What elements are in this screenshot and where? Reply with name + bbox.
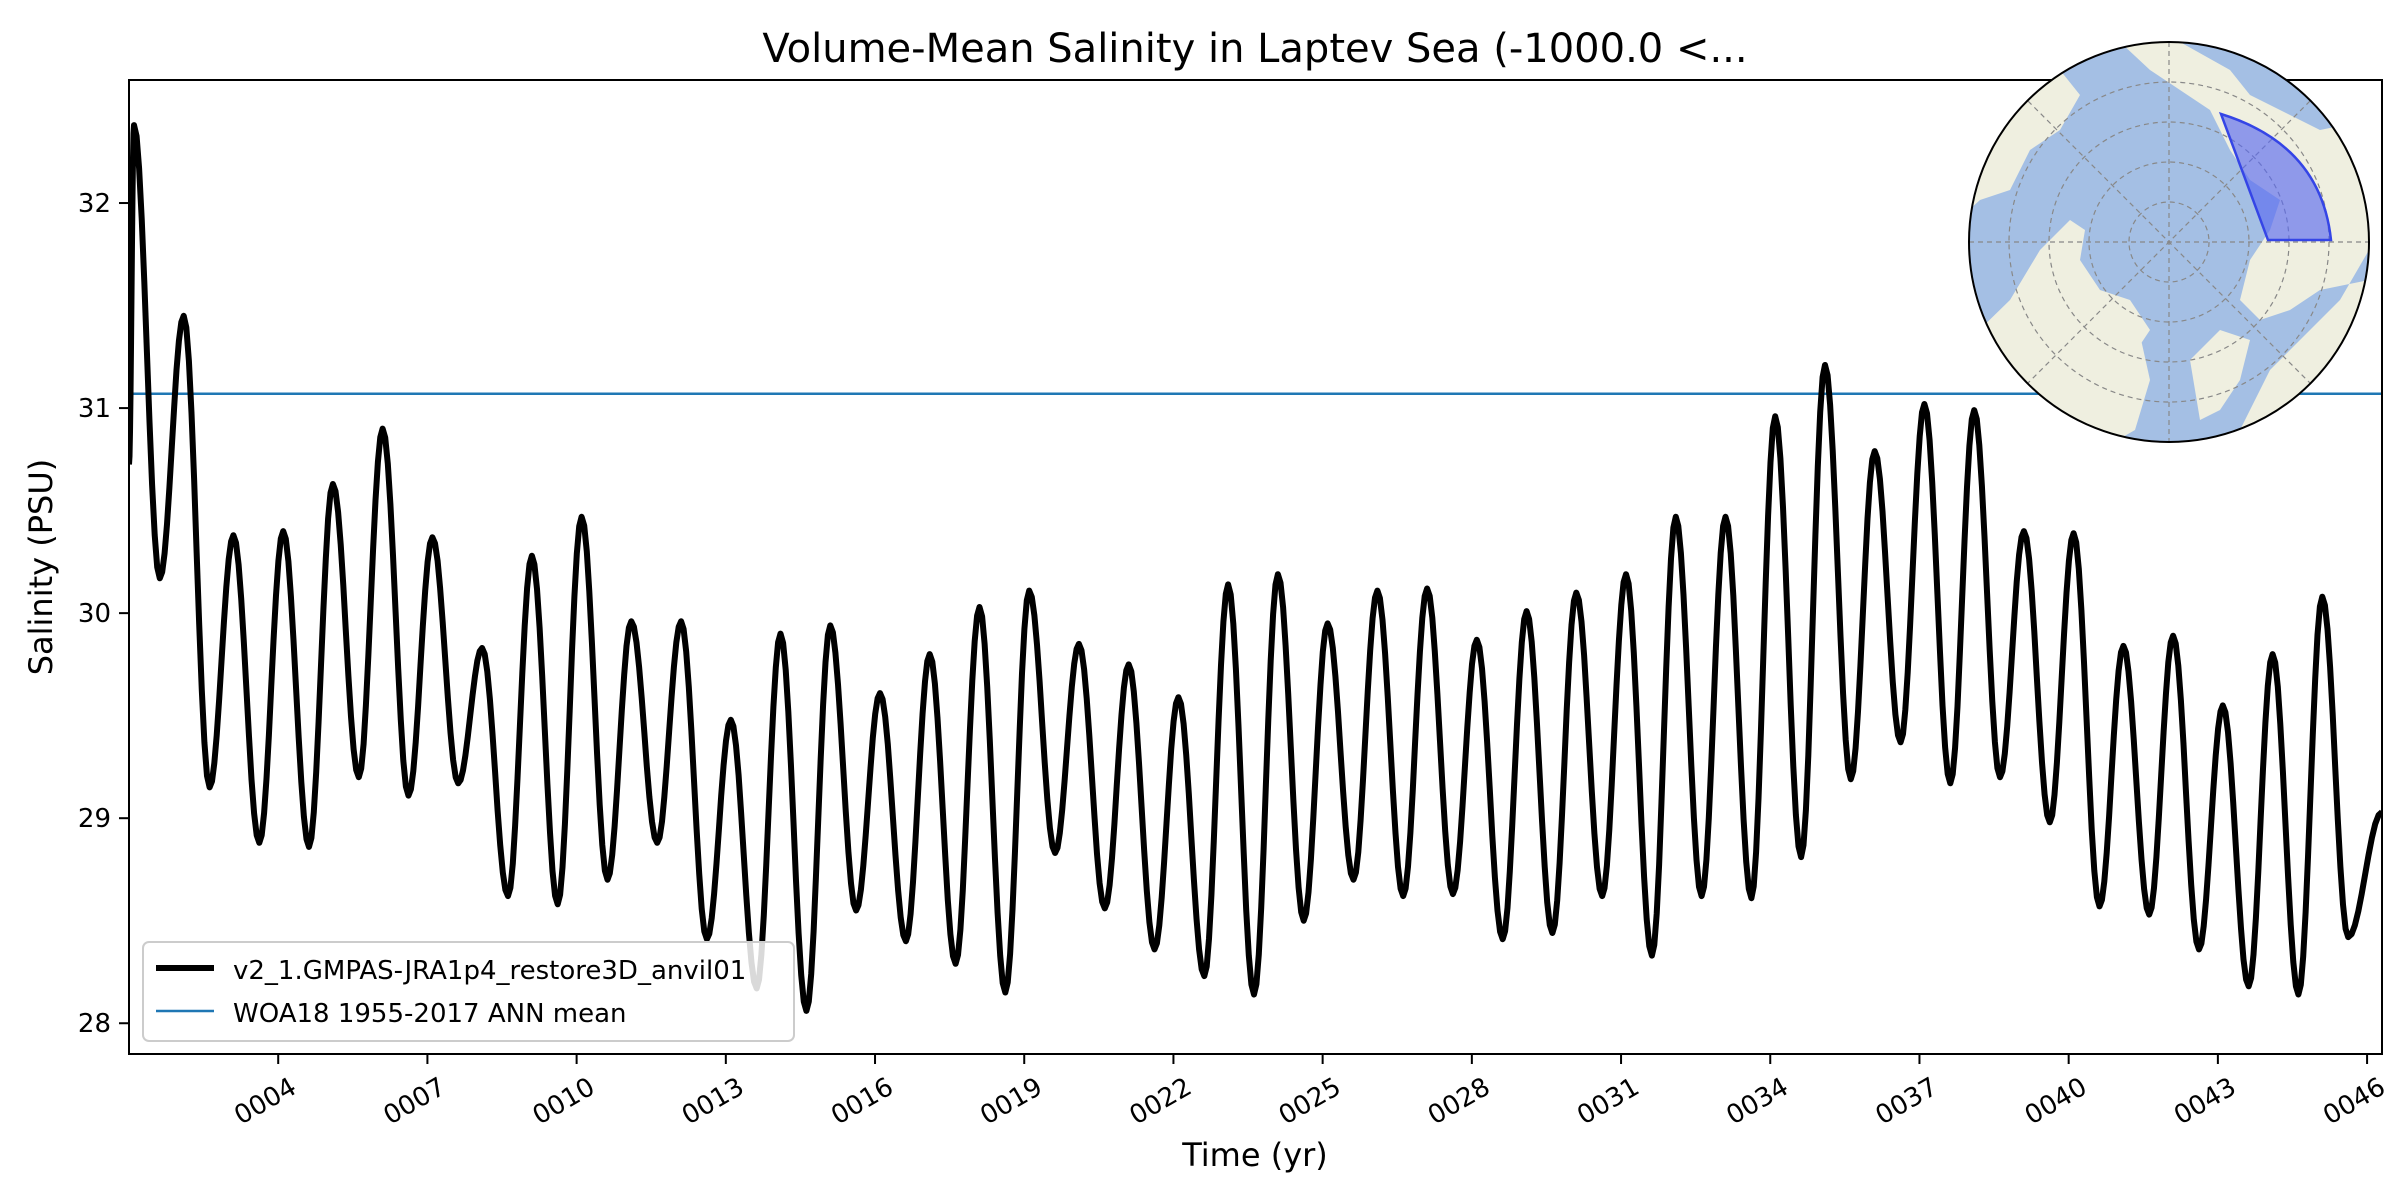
arctic-region-map-inset [1968, 41, 2370, 443]
y-tick-label: 31 [78, 394, 111, 424]
x-tick-label: 0046 [2318, 1072, 2390, 1131]
map-outline [1968, 41, 2370, 443]
x-tick-label: 0040 [2020, 1072, 2092, 1131]
x-tick-label: 0007 [379, 1072, 451, 1131]
x-tick-label: 0019 [975, 1072, 1047, 1131]
y-tick-label: 28 [78, 1009, 111, 1039]
y-tick-label: 32 [78, 189, 111, 219]
map-land-scandinavia [2190, 330, 2250, 420]
y-tick-label: 30 [78, 599, 111, 629]
x-tick-label: 0028 [1423, 1072, 1495, 1131]
x-axis-label: Time (yr) [1181, 1136, 1328, 1174]
x-axis: 0004 0007 0010 0013 0016 0019 0022 0025 0028 0031… [229, 1054, 2391, 1131]
x-tick-label: 0034 [1721, 1072, 1793, 1131]
x-tick-label: 0037 [1871, 1072, 1943, 1131]
y-tick-label: 29 [78, 804, 111, 834]
y-axis: 28 29 30 31 32 [78, 189, 129, 1039]
legend-box [142, 941, 795, 1042]
model-salinity-line [129, 122, 2382, 1014]
x-tick-label: 0010 [528, 1072, 600, 1131]
map-land-greenland [2050, 300, 2150, 442]
legend-label-model: v2_1.GMPAS-JRA1p4_restore3D_anvil01 [233, 956, 746, 986]
x-tick-label: 0004 [229, 1072, 301, 1131]
legend: v2_1.GMPAS-JRA1p4_restore3D_anvil01 WOA1… [142, 941, 795, 1042]
x-tick-label: 0031 [1572, 1072, 1644, 1131]
map-land-eurasia [2120, 42, 2369, 442]
x-tick-label: 0025 [1274, 1072, 1346, 1131]
map-land-canada [1969, 70, 2080, 210]
x-tick-label: 0022 [1125, 1072, 1197, 1131]
chart-title: Volume-Mean Salinity in Laptev Sea (-100… [762, 26, 1747, 72]
x-tick-label: 0013 [677, 1072, 749, 1131]
x-tick-label: 0016 [826, 1072, 898, 1131]
x-tick-label: 0043 [2169, 1072, 2241, 1131]
plot-frame [128, 79, 2383, 1055]
y-axis-label: Salinity (PSU) [22, 459, 60, 676]
laptev-region-highlight [2218, 112, 2333, 242]
legend-label-woa18: WOA18 1955-2017 ANN mean [233, 999, 627, 1029]
